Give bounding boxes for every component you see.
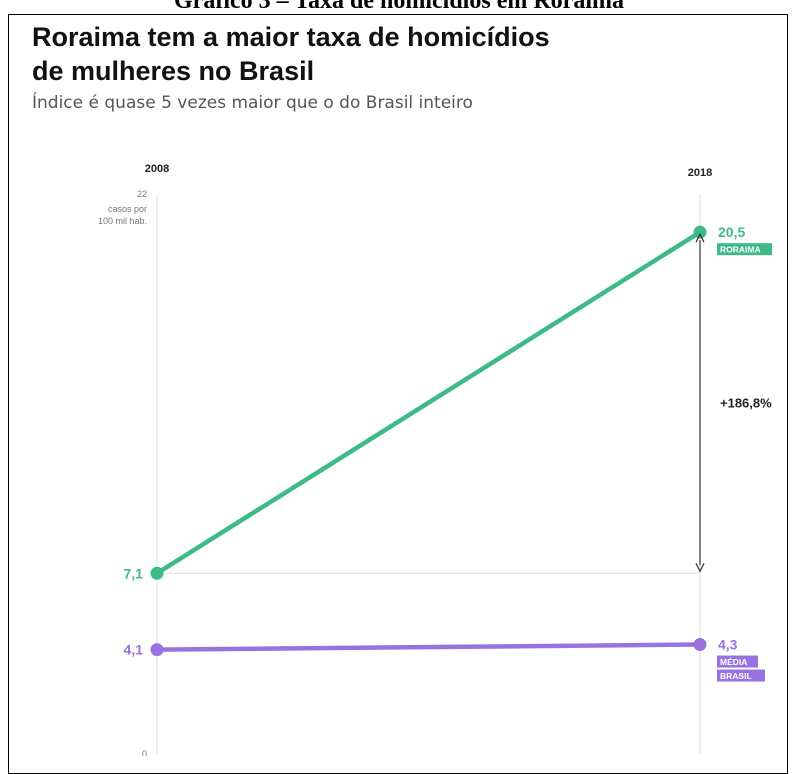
y-unit-line-2: 100 mil hab. — [98, 216, 147, 226]
value-label-0-2008: 7,1 — [124, 565, 144, 581]
chart-title-line-2: de mulheres no Brasil — [32, 56, 315, 86]
x-label-2008: 2008 — [145, 163, 169, 175]
figure-caption: Gráfico 3 – Taxa de homicídios em Roraim… — [174, 0, 624, 14]
y-tick-0: 0 — [142, 749, 147, 756]
series-line-1 — [154, 642, 703, 652]
y-unit-line-1: casos por — [108, 204, 147, 214]
x-label-2018: 2018 — [688, 167, 712, 179]
change-annotation: +186,8% — [720, 396, 772, 411]
chart-subtitle: Índice é quase 5 vezes maior que o do Br… — [32, 93, 473, 113]
series-tag-bg-1-0 — [717, 655, 758, 668]
series-line-0 — [154, 229, 703, 576]
change-arrow-head-top — [695, 232, 705, 243]
series-tag-1-1: BRASIL — [720, 671, 752, 681]
series-tag-bg-0-0 — [717, 243, 772, 256]
value-label-1-2008: 4,1 — [124, 642, 144, 658]
data-point-1-2018 — [693, 638, 707, 652]
value-label-0-2018: 20,5 — [718, 224, 745, 240]
data-point-1-2008 — [150, 643, 164, 657]
chart-title: Roraima tem a maior taxa de homicídios d… — [32, 20, 732, 88]
chart-title-line-1: Roraima tem a maior taxa de homicídios — [32, 22, 550, 52]
value-label-1-2018: 4,3 — [718, 637, 738, 653]
data-point-0-2008 — [150, 566, 164, 580]
data-point-0-2018 — [693, 225, 707, 239]
series-tag-1-0: MÉDIA — [720, 657, 747, 667]
y-tick-22: 22 — [137, 189, 147, 199]
series-tag-bg-1-1 — [717, 669, 765, 682]
change-arrow-head-bottom — [695, 563, 705, 573]
line-chart: 2008 2018 22 0 casos por 100 mil hab. 7,1 20,5 R… — [98, 163, 772, 756]
series-tag-0-0: RORAIMA — [720, 245, 761, 255]
